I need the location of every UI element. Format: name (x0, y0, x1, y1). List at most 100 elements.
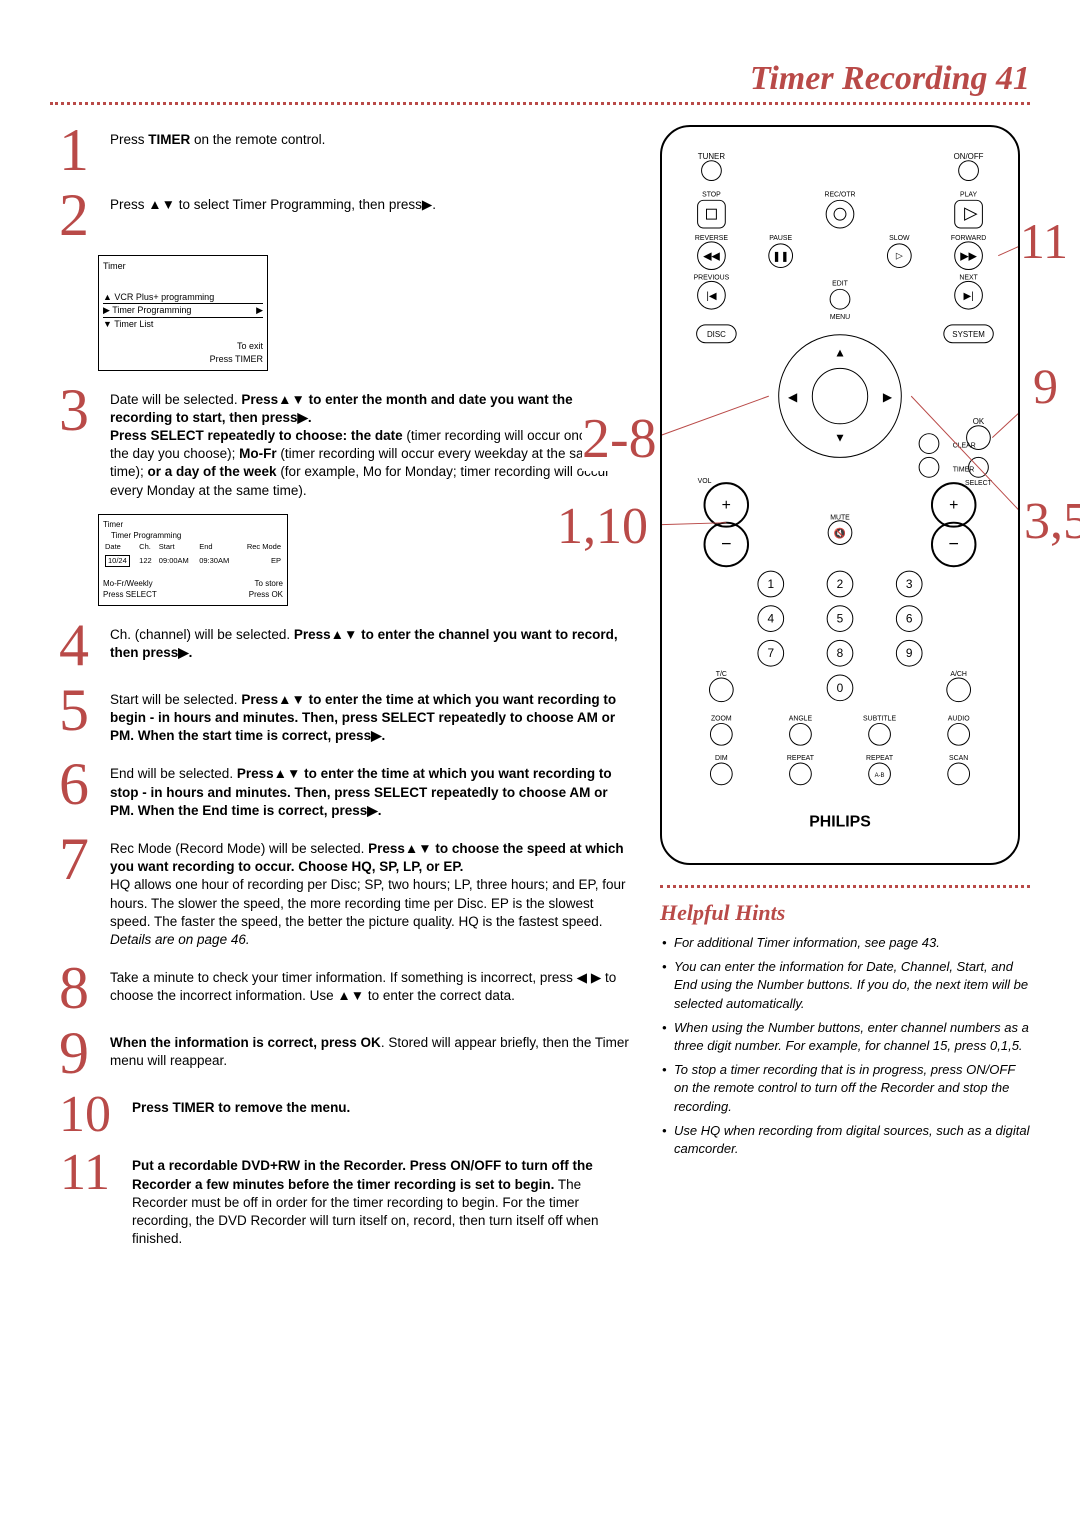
svg-text:AUDIO: AUDIO (948, 715, 971, 722)
svg-text:ZOOM: ZOOM (711, 715, 732, 722)
svg-text:▲: ▲ (834, 346, 846, 360)
step-number: 2 (50, 190, 98, 241)
svg-text:STOP: STOP (702, 191, 721, 198)
svg-text:PREVIOUS: PREVIOUS (694, 274, 730, 281)
svg-text:−: − (949, 533, 959, 553)
svg-text:▶|: ▶| (963, 291, 973, 302)
svg-text:PHILIPS: PHILIPS (809, 813, 871, 830)
svg-text:7: 7 (767, 646, 774, 660)
svg-text:SUBTITLE: SUBTITLE (863, 715, 896, 722)
step-text: Take a minute to check your timer inform… (110, 963, 630, 1005)
step-11: 11 Put a recordable DVD+RW in the Record… (50, 1151, 630, 1248)
step-number: 9 (50, 1028, 98, 1079)
svg-text:A-B: A-B (875, 773, 885, 779)
svg-text:ANGLE: ANGLE (789, 715, 813, 722)
step-text: Ch. (channel) will be selected. Press▲▼ … (110, 620, 630, 662)
step-number: 8 (50, 963, 98, 1014)
svg-text:▶: ▶ (883, 390, 893, 404)
svg-text:FORWARD: FORWARD (951, 235, 986, 242)
hint-item: When using the Number buttons, enter cha… (660, 1019, 1030, 1055)
steps-column: 1 Press TIMER on the remote control. 2 P… (50, 125, 630, 1263)
svg-text:VOL: VOL (698, 478, 712, 485)
step-5: 5 Start will be selected. Press▲▼ to ent… (50, 685, 630, 746)
step-text: Press TIMER on the remote control. (110, 125, 325, 149)
svg-text:EDIT: EDIT (832, 280, 849, 287)
svg-text:5: 5 (837, 612, 844, 626)
svg-text:▼: ▼ (834, 431, 846, 445)
callout-9: 9 (1033, 357, 1058, 415)
screen-footer: To exit (103, 340, 263, 353)
svg-text:REPEAT: REPEAT (866, 755, 894, 762)
callout-2-8: 2-8 (582, 407, 657, 471)
svg-text:SELECT: SELECT (965, 480, 993, 487)
step-number: 1 (50, 125, 98, 176)
header-title: Timer Recording (750, 60, 988, 97)
svg-text:4: 4 (767, 612, 774, 626)
svg-text:◀: ◀ (788, 390, 798, 404)
svg-text:PAUSE: PAUSE (769, 235, 792, 242)
screen-timer-programming: Timer Timer Programming Date Ch. Start E… (98, 514, 288, 606)
step-7: 7 Rec Mode (Record Mode) will be selecte… (50, 834, 630, 949)
step-text: Start will be selected. Press▲▼ to enter… (110, 685, 630, 746)
svg-text:T/C: T/C (716, 671, 727, 678)
screen-title: Timer (103, 519, 283, 530)
svg-text:MENU: MENU (830, 314, 850, 321)
step-2: 2 Press ▲▼ to select Timer Programming, … (50, 190, 630, 241)
step-number: 6 (50, 759, 98, 810)
step-9: 9 When the information is correct, press… (50, 1028, 630, 1079)
svg-text:2: 2 (837, 577, 844, 591)
step-text: Date will be selected. Press▲▼ to enter … (110, 385, 630, 500)
svg-text:+: + (949, 497, 958, 514)
hints-list: For additional Timer information, see pa… (660, 934, 1030, 1158)
step-10: 10 Press TIMER to remove the menu. (50, 1093, 630, 1137)
screen-line: ▲ VCR Plus+ programming (103, 291, 263, 304)
svg-text:+: + (722, 497, 731, 514)
step-text: End will be selected. Press▲▼ to enter t… (110, 759, 630, 820)
svg-text:DISC: DISC (707, 330, 726, 339)
hint-item: Use HQ when recording from digital sourc… (660, 1122, 1030, 1158)
step-text: When the information is correct, press O… (110, 1028, 630, 1070)
step-number: 5 (50, 685, 98, 736)
hint-item: For additional Timer information, see pa… (660, 934, 1030, 952)
screen-line: ▼ Timer List (103, 318, 263, 331)
svg-text:1: 1 (767, 577, 774, 591)
screen-timer-menu: Timer ▲ VCR Plus+ programming ▶ Timer Pr… (98, 255, 268, 371)
step-6: 6 End will be selected. Press▲▼ to enter… (50, 759, 630, 820)
step-number: 7 (50, 834, 98, 885)
svg-text:REVERSE: REVERSE (695, 235, 728, 242)
step-text: Press ▲▼ to select Timer Programming, th… (110, 190, 436, 214)
step-number: 4 (50, 620, 98, 671)
svg-text:TUNER: TUNER (698, 152, 726, 161)
svg-text:PLAY: PLAY (960, 191, 978, 198)
svg-text:8: 8 (837, 646, 844, 660)
step-1: 1 Press TIMER on the remote control. (50, 125, 630, 176)
svg-text:REPEAT: REPEAT (787, 755, 815, 762)
svg-text:▷: ▷ (896, 251, 903, 261)
svg-text:−: − (721, 533, 731, 553)
remote-diagram: TUNER ON/OFF STOP REC/OTR PLAY REVERSE ◀… (660, 125, 1020, 865)
svg-text:DIM: DIM (715, 755, 728, 762)
svg-text:6: 6 (906, 612, 913, 626)
svg-text:3: 3 (906, 577, 913, 591)
step-4: 4 Ch. (channel) will be selected. Press▲… (50, 620, 630, 671)
page-header: Timer Recording 41 (50, 60, 1030, 98)
svg-text:❚❚: ❚❚ (772, 252, 789, 263)
step-3: 3 Date will be selected. Press▲▼ to ente… (50, 385, 630, 500)
svg-text:|◀: |◀ (706, 291, 717, 302)
callout-110: 1,10 (557, 497, 648, 556)
step-text: Put a recordable DVD+RW in the Recorder.… (132, 1151, 630, 1248)
step-text: Rec Mode (Record Mode) will be selected.… (110, 834, 630, 949)
svg-text:A/CH: A/CH (950, 671, 967, 678)
divider (50, 102, 1030, 105)
svg-text:◀◀: ◀◀ (703, 251, 720, 263)
svg-text:OK: OK (973, 417, 985, 426)
svg-text:SYSTEM: SYSTEM (952, 330, 985, 339)
svg-text:SLOW: SLOW (889, 235, 910, 242)
step-text: Press TIMER to remove the menu. (132, 1093, 350, 1117)
timer-table: Date Ch. Start End Rec Mode 10/24 122 09… (103, 541, 283, 568)
step-number: 3 (50, 385, 98, 436)
svg-text:0: 0 (837, 681, 844, 695)
hint-item: To stop a timer recording that is in pro… (660, 1061, 1030, 1116)
svg-text:🔇: 🔇 (834, 528, 846, 540)
screen-subtitle: Timer Programming (103, 530, 283, 541)
